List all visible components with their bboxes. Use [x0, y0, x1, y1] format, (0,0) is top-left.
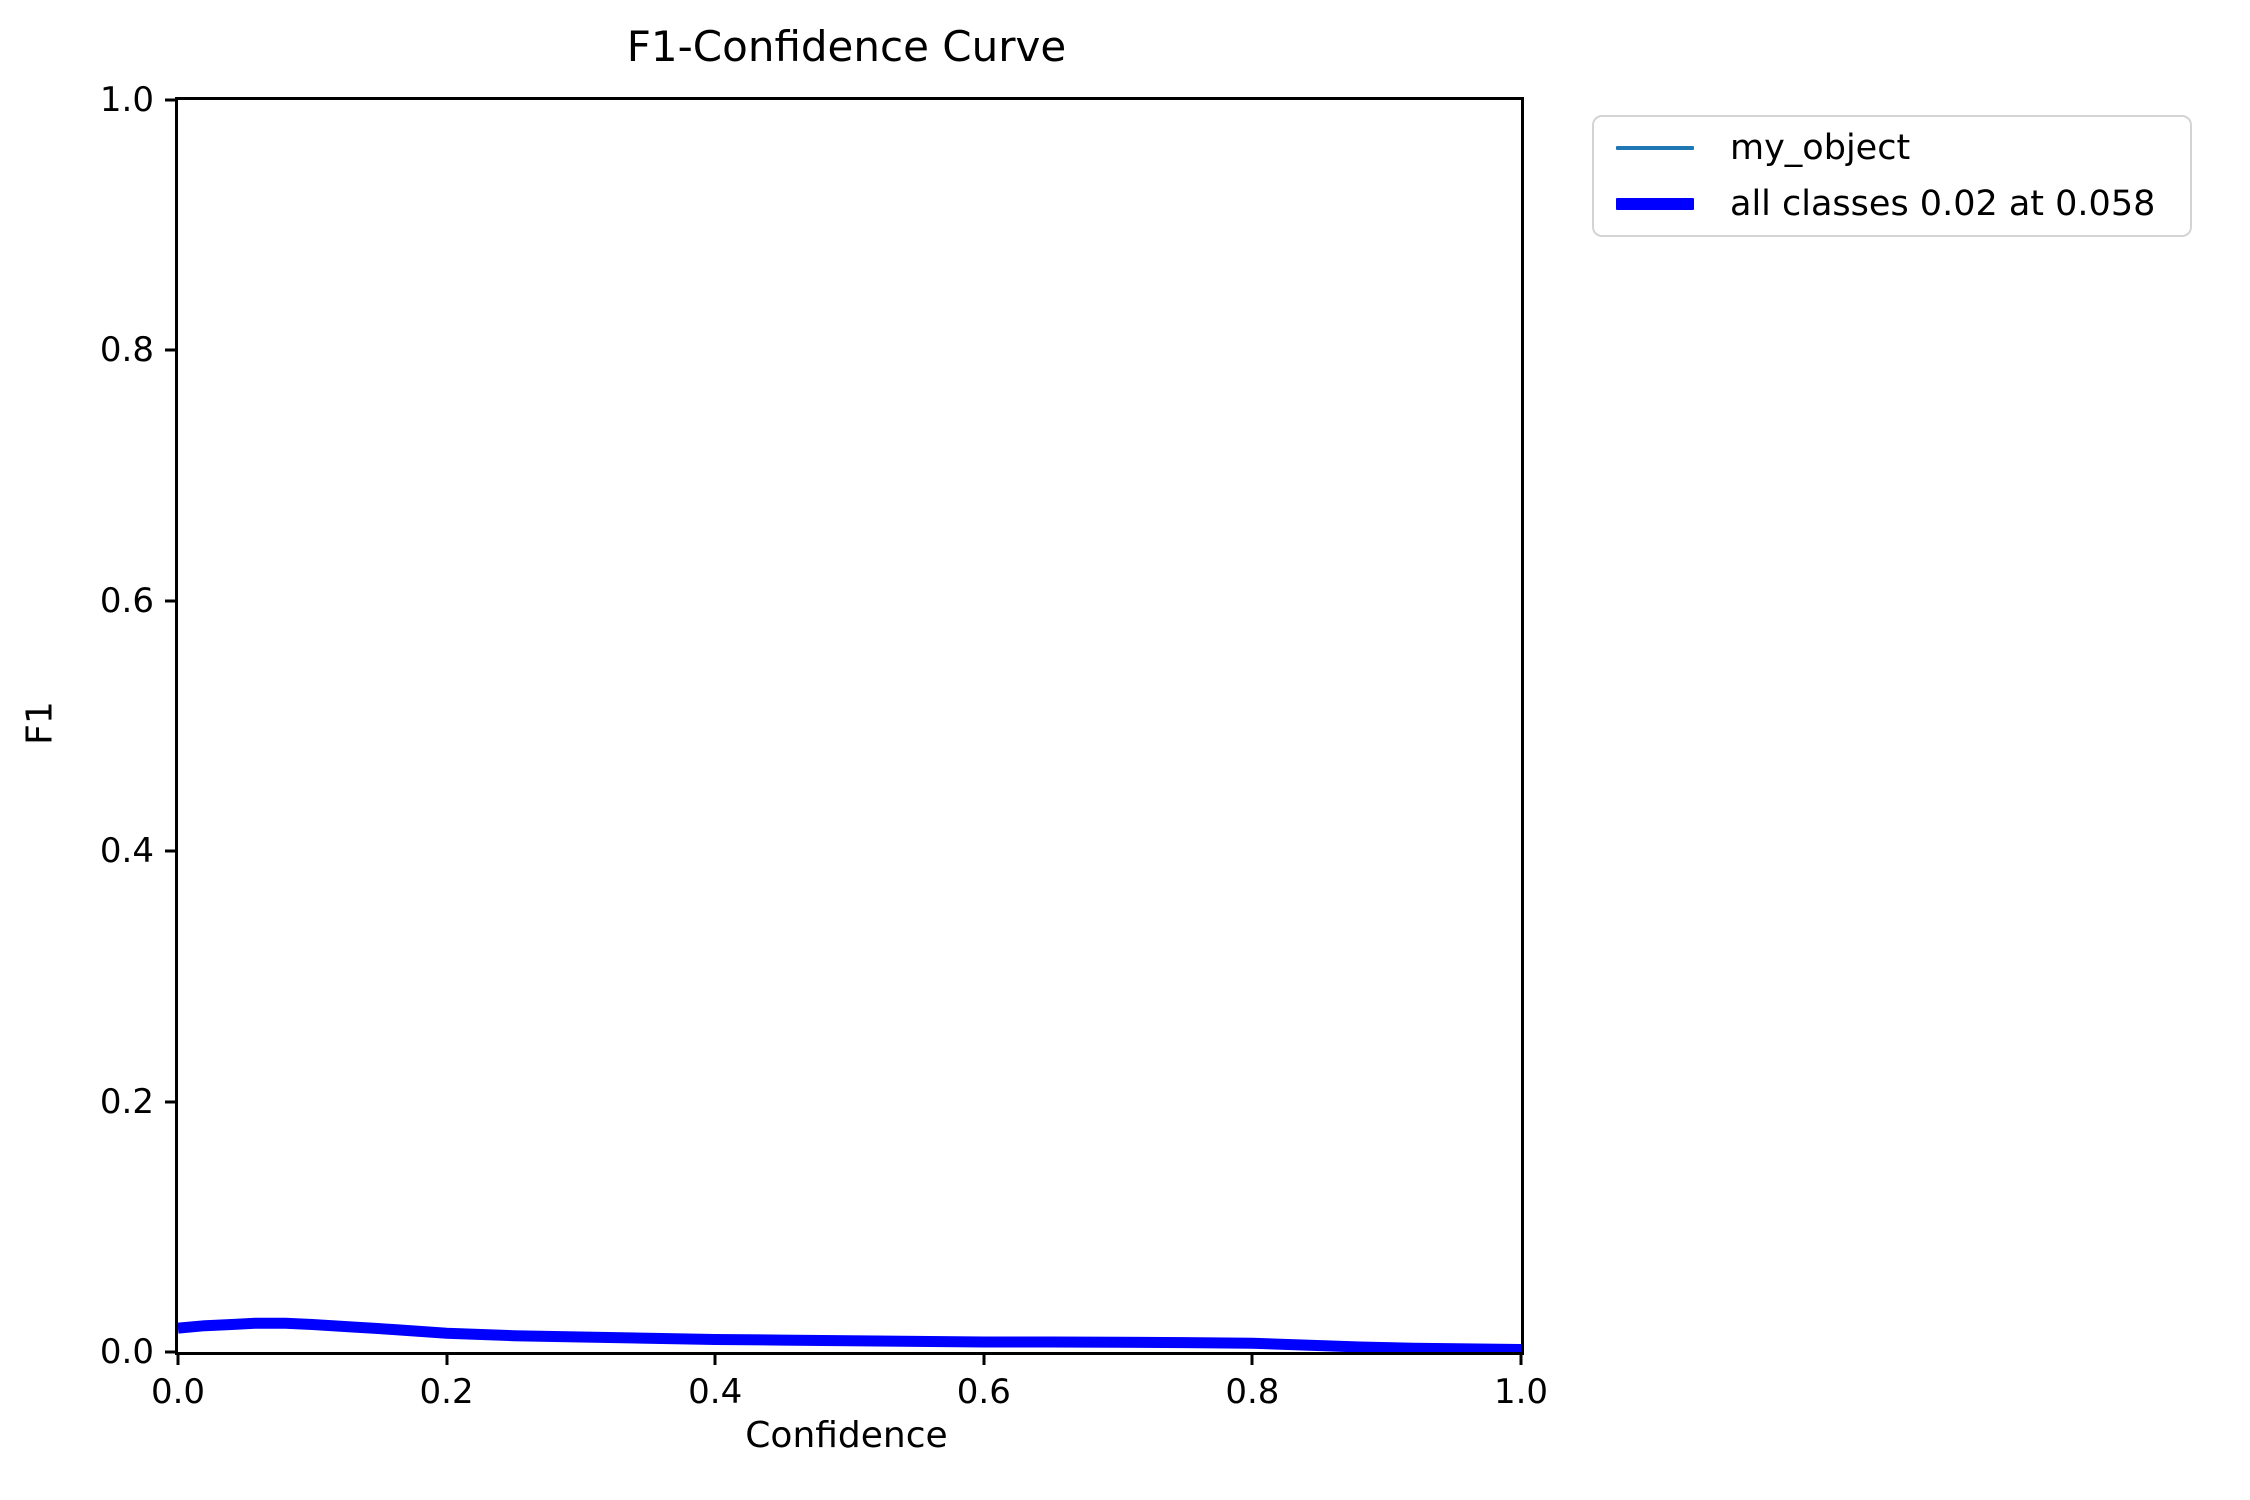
x-tick-mark [713, 1352, 717, 1365]
x-tick-label: 0.2 [419, 1372, 474, 1412]
y-tick-label: 0.4 [99, 831, 154, 872]
x-tick-mark [1519, 1352, 1523, 1365]
x-tick-mark [1250, 1352, 1254, 1365]
x-tick-mark [445, 1352, 449, 1365]
curves-svg [178, 1317, 1521, 1352]
x-tick-label: 0.0 [150, 1372, 206, 1412]
chart-title: F1-Confidence Curve [626, 22, 1067, 71]
y-tick-mark [165, 1100, 178, 1104]
x-tick-mark [982, 1352, 986, 1365]
y-tick-label: 0.0 [99, 1332, 154, 1372]
legend-label: my_object [1730, 128, 1911, 168]
legend-entry-my-object: my_object [1616, 128, 2168, 168]
legend-label: all classes 0.02 at 0.058 [1730, 184, 2156, 224]
plot-area: 0.0 0.2 0.4 0.6 0.8 1.0 0.0 0.2 0.4 0.6 0.8 1.0 [100, 80, 1548, 1412]
x-tick-label: 0.8 [1225, 1372, 1280, 1412]
y-axis-label: F1 [19, 701, 61, 745]
y-tick-label: 0.8 [99, 330, 154, 371]
y-tick-label: 0.2 [99, 1081, 154, 1122]
x-tick-label: 0.4 [688, 1372, 743, 1412]
y-tick-mark [165, 849, 178, 853]
y-tick-label: 0.6 [99, 580, 154, 621]
y-tick-mark [165, 348, 178, 352]
legend-line-swatch-thick [1616, 198, 1694, 210]
y-tick-mark [165, 599, 178, 603]
legend: my_object all classes 0.02 at 0.058 [1592, 115, 2192, 237]
legend-entry-all-classes: all classes 0.02 at 0.058 [1616, 184, 2168, 224]
y-tick-mark [165, 1350, 178, 1354]
y-tick-label: 1.0 [99, 80, 154, 120]
curve-all-classes-0-02-at-0-058 [178, 1317, 1521, 1352]
x-tick-label: 1.0 [1493, 1372, 1549, 1412]
x-tick-label: 0.6 [956, 1372, 1011, 1412]
x-axis-label: Confidence [745, 1415, 948, 1456]
x-tick-mark [176, 1352, 180, 1365]
y-tick-mark [165, 98, 178, 102]
legend-line-swatch-thin [1616, 146, 1694, 150]
